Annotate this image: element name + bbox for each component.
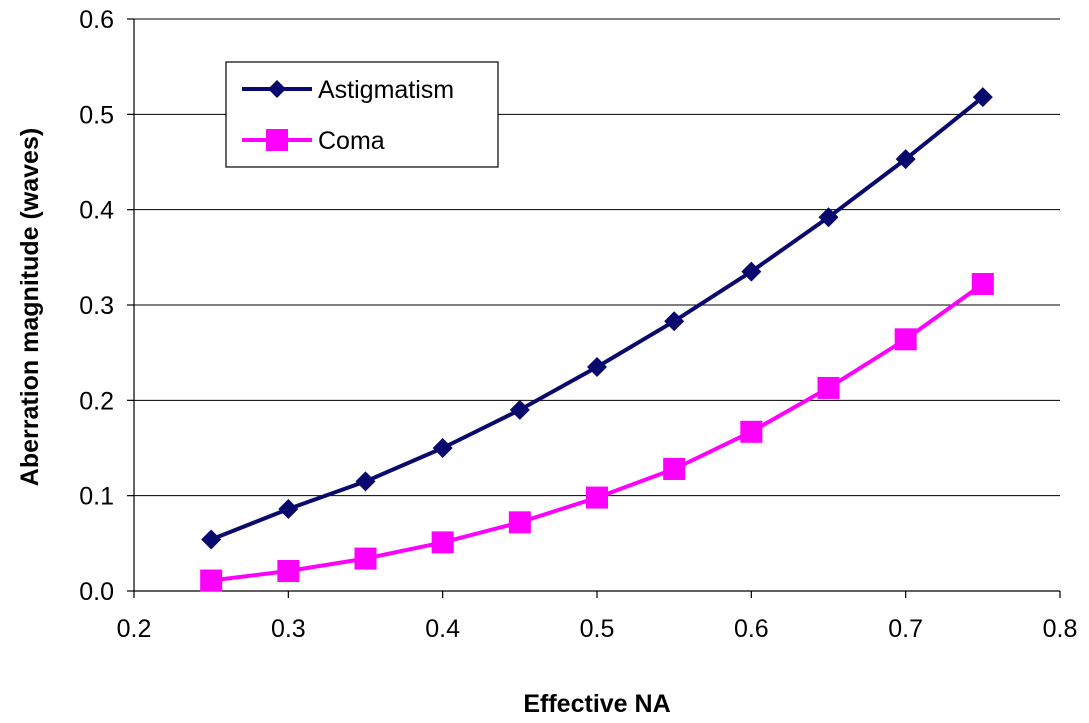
y-tick-label: 0.2 xyxy=(79,387,114,415)
data-point-diamond xyxy=(895,149,916,170)
data-point-square xyxy=(740,420,763,443)
data-point-diamond xyxy=(355,471,376,492)
y-tick-label: 0.6 xyxy=(79,6,114,34)
legend-marker-diamond xyxy=(268,80,286,98)
y-tick-label: 0.3 xyxy=(79,292,114,320)
y-tick-label: 0.4 xyxy=(79,197,114,225)
y-axis-title: Aberration magnitude (waves) xyxy=(16,128,44,486)
data-point-square xyxy=(354,547,377,570)
series-line-coma xyxy=(210,282,984,583)
series-coma xyxy=(200,273,994,592)
data-point-square xyxy=(431,531,454,554)
legend: Astigmatism Coma xyxy=(225,61,499,168)
y-tick-label: 0.5 xyxy=(79,101,114,129)
data-point-square xyxy=(971,273,994,296)
data-point-diamond xyxy=(972,87,993,108)
y-tick-label: 0.0 xyxy=(79,578,114,606)
x-tick-label: 0.4 xyxy=(425,615,460,643)
data-point-diamond xyxy=(741,261,762,282)
data-point-square xyxy=(894,328,917,351)
x-tick-label: 0.6 xyxy=(734,615,769,643)
legend-item-coma: Coma xyxy=(242,127,385,155)
legend-label-coma: Coma xyxy=(318,127,385,155)
data-point-diamond xyxy=(664,311,685,332)
legend-label-astigmatism: Astigmatism xyxy=(318,76,454,104)
data-point-diamond xyxy=(509,399,530,420)
data-point-diamond xyxy=(432,438,453,458)
x-tick-label: 0.8 xyxy=(1043,615,1078,643)
data-point-diamond xyxy=(587,356,607,377)
data-point-square xyxy=(508,511,531,534)
x-tick-label: 0.2 xyxy=(117,615,152,643)
data-point-diamond xyxy=(201,529,222,550)
y-axis-ticks: 0.0 0.1 0.2 0.3 0.4 0.5 0.6 xyxy=(79,6,134,606)
data-point-square xyxy=(277,559,300,582)
data-point-square xyxy=(200,569,223,592)
data-point-square xyxy=(586,486,608,509)
x-tick-label: 0.7 xyxy=(888,615,923,643)
x-tick-label: 0.5 xyxy=(580,615,615,643)
series-layer xyxy=(200,87,994,592)
x-tick-label: 0.3 xyxy=(271,615,306,643)
data-point-diamond xyxy=(278,499,299,520)
data-point-diamond xyxy=(818,207,839,228)
data-point-square xyxy=(817,376,840,399)
y-tick-label: 0.1 xyxy=(79,483,114,511)
x-axis-ticks: 0.2 0.3 0.4 0.5 0.6 0.7 0.8 xyxy=(117,591,1078,643)
series-astigmatism xyxy=(201,87,993,550)
legend-marker-square xyxy=(266,129,288,151)
legend-item-astigmatism: Astigmatism xyxy=(242,76,454,104)
data-point-square xyxy=(663,457,686,480)
x-axis-title: Effective NA xyxy=(523,690,670,718)
